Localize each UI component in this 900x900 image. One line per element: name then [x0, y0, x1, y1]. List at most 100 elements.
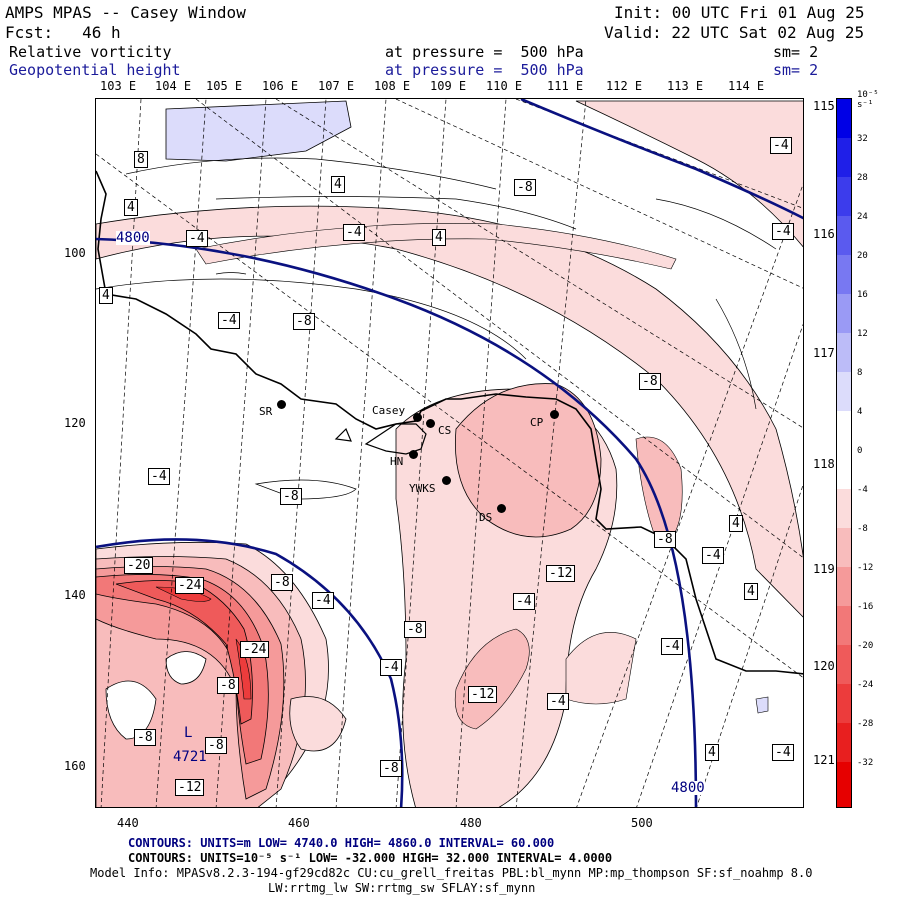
field2-level: at pressure = 500 hPa [385, 61, 584, 79]
vort-label: 4 [744, 583, 758, 600]
field1-name: Relative vorticity [9, 43, 172, 61]
low-value: 4721 [173, 749, 207, 765]
colorbar-label: 24 [857, 212, 868, 222]
colorbar-swatch [836, 567, 852, 606]
colorbar-swatch [836, 294, 852, 333]
x-tick-label: 460 [288, 816, 310, 830]
white-hole-3 [289, 696, 347, 752]
vort-label: -4 [343, 224, 365, 241]
station-name: SR [259, 405, 273, 418]
station-name: Casey [372, 404, 406, 417]
vorticity-band-thin [195, 223, 677, 270]
colorbar-swatch [836, 762, 852, 808]
vort-label: 4 [124, 199, 138, 216]
colorbar-label: 28 [857, 173, 868, 183]
x-tick-label: 440 [117, 816, 139, 830]
vort-label: -4 [312, 592, 334, 609]
colorbar-swatch [836, 528, 852, 567]
colorbar-label: 4 [857, 407, 863, 417]
station-name: HN [390, 455, 404, 468]
station-dot-hn [409, 450, 418, 459]
blue-spot [755, 696, 769, 714]
valid-time: Valid: 22 UTC Sat 02 Aug 25 [604, 23, 865, 42]
lon-label: 107 E [318, 79, 355, 93]
vort-label: -4 [218, 312, 240, 329]
coastline-islands [334, 423, 427, 455]
vort-label: -8 [134, 729, 156, 746]
colorbar-label: -24 [857, 680, 874, 690]
white-hole-1 [165, 651, 207, 685]
vort-label: 4 [99, 287, 113, 304]
footer-height-contours: CONTOURS: UNITS=m LOW= 4740.0 HIGH= 4860… [128, 836, 555, 850]
colorbar-swatch [836, 606, 852, 645]
lon-label: 104 E [155, 79, 192, 93]
footer-vorticity-contours: CONTOURS: UNITS=10⁻⁵ s⁻¹ LOW= -32.000 HI… [128, 851, 613, 865]
field1-level: at pressure = 500 hPa [385, 43, 584, 61]
vort-label: -4 [380, 659, 402, 676]
station-name: DS [479, 511, 493, 524]
colorbar-label: 16 [857, 290, 868, 300]
footer-physics-info: LW:rrtmg_lw SW:rrtmg_sw SFLAY:sf_mynn [268, 881, 536, 895]
field2-smoothing: sm= 2 [773, 61, 819, 79]
colorbar-frame [836, 98, 852, 808]
colorbar-label: 32 [857, 134, 868, 144]
vort-label: -4 [770, 137, 792, 154]
colorbar-swatch [836, 98, 852, 138]
vort-label: -8 [514, 179, 536, 196]
colorbar-unit: 10⁻⁵ s⁻¹ [857, 90, 879, 110]
y-tick-label: 120 [64, 416, 86, 430]
vort-label: 4 [729, 515, 743, 532]
vort-label: 8 [134, 151, 148, 168]
y-tick-label: 100 [64, 246, 86, 260]
colorbar-swatch [836, 177, 852, 216]
colorbar-label: -16 [857, 602, 874, 612]
lon-label: 111 E [547, 79, 584, 93]
model-title: AMPS MPAS -- Casey Window [5, 3, 246, 22]
colorbar-label: -12 [857, 563, 874, 573]
thin-contours [96, 157, 777, 500]
field1-smoothing: sm= 2 [773, 43, 819, 61]
colorbar-swatch [836, 255, 852, 294]
station-dot-ds [497, 504, 506, 513]
lon-label: 114 E [728, 79, 765, 93]
colorbar-swatch [836, 723, 852, 762]
lon-label: 112 E [606, 79, 643, 93]
x-tick-label: 500 [631, 816, 653, 830]
colorbar-label: 8 [857, 368, 863, 378]
colorbar-swatch [836, 489, 852, 528]
colorbar-swatch [836, 333, 852, 372]
colorbar-label: -8 [857, 524, 868, 534]
vort-label: -4 [772, 744, 794, 761]
footer-model-info: Model Info: MPASv8.2.3-194-gf29cd82c CU:… [90, 866, 813, 880]
colorbar-label: 0 [857, 446, 863, 456]
vort-label: -8 [205, 737, 227, 754]
vort-label: -8 [217, 677, 239, 694]
vort-label: -8 [271, 574, 293, 591]
colorbar-label: -20 [857, 641, 874, 651]
vort-label: -4 [702, 547, 724, 564]
field2-name: Geopotential height [9, 61, 181, 79]
forecast-hour: Fcst: 46 h [5, 23, 121, 42]
vorticity-band-top [575, 100, 803, 248]
station-dot-cs [426, 419, 435, 428]
map-plot: SR Casey CS HN YWKS DS CP 4800 4800 L 47… [95, 98, 804, 808]
vort-label: -24 [240, 641, 270, 658]
vort-label: -8 [654, 531, 676, 548]
x-tick-label: 480 [460, 816, 482, 830]
colorbar-swatch [836, 684, 852, 723]
station-dot-ywks [442, 476, 451, 485]
station-dot-sr [277, 400, 286, 409]
lon-label: 110 E [486, 79, 523, 93]
vort-label: -8 [380, 760, 402, 777]
colorbar-swatch [836, 372, 852, 411]
vorticity-small-se [565, 632, 637, 705]
white-hole-2 [105, 680, 157, 740]
y-tick-label: 140 [64, 588, 86, 602]
colorbar-label: -4 [857, 485, 868, 495]
vorticity-core-medium [455, 383, 602, 538]
colorbar-swatch [836, 645, 852, 684]
colorbar-label: -28 [857, 719, 874, 729]
colorbar-label: 20 [857, 251, 868, 261]
vort-label: -8 [404, 621, 426, 638]
vort-label: -8 [280, 488, 302, 505]
